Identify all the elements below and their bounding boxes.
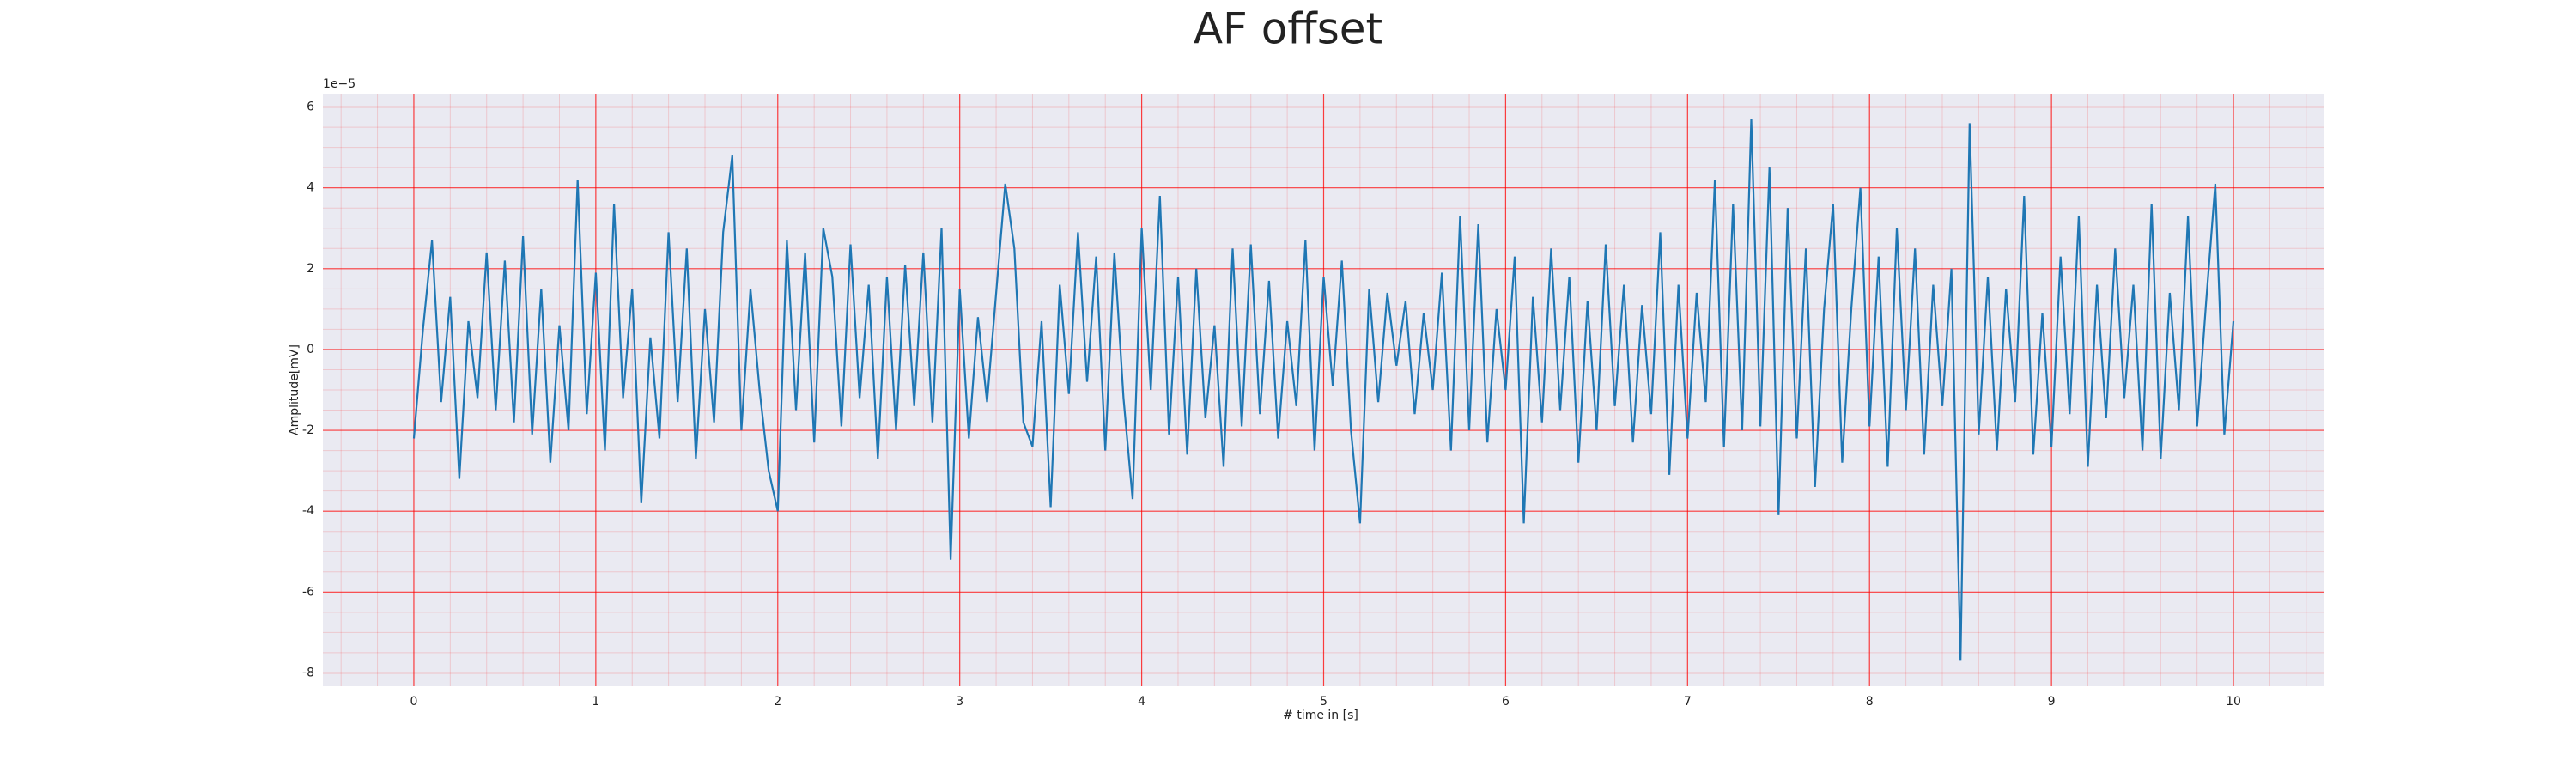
x-tick-label: 5	[1320, 695, 1327, 709]
x-tick-label: 4	[1138, 695, 1145, 709]
y-tick-label: -6	[302, 585, 314, 599]
x-tick-label: 2	[774, 695, 781, 709]
x-tick-label: 6	[1502, 695, 1510, 709]
x-tick-label: 8	[1866, 695, 1874, 709]
y-tick-label: 4	[307, 181, 314, 195]
y-tick-label: 0	[307, 343, 314, 356]
x-tick-label: 9	[2048, 695, 2056, 709]
y-tick-label: 6	[307, 100, 314, 114]
line-series	[412, 119, 2235, 661]
x-tick-label: 7	[1684, 695, 1692, 709]
chart-title: AF offset	[1194, 4, 1382, 54]
x-tick-label: 1	[592, 695, 599, 709]
y-axis-label: Amplitude[mV]	[288, 344, 301, 435]
x-tick-label: 3	[956, 695, 963, 709]
x-tick-label: 0	[410, 695, 417, 709]
y-tick-label: -4	[302, 504, 314, 518]
y-offset-label: 1e−5	[323, 77, 355, 91]
y-tick-label: 2	[307, 262, 314, 276]
y-tick-label: -2	[302, 423, 314, 437]
x-axis-label: # time in [s]	[1283, 709, 1358, 722]
x-tick-label: 10	[2226, 695, 2241, 709]
y-tick-label: -8	[302, 666, 314, 679]
